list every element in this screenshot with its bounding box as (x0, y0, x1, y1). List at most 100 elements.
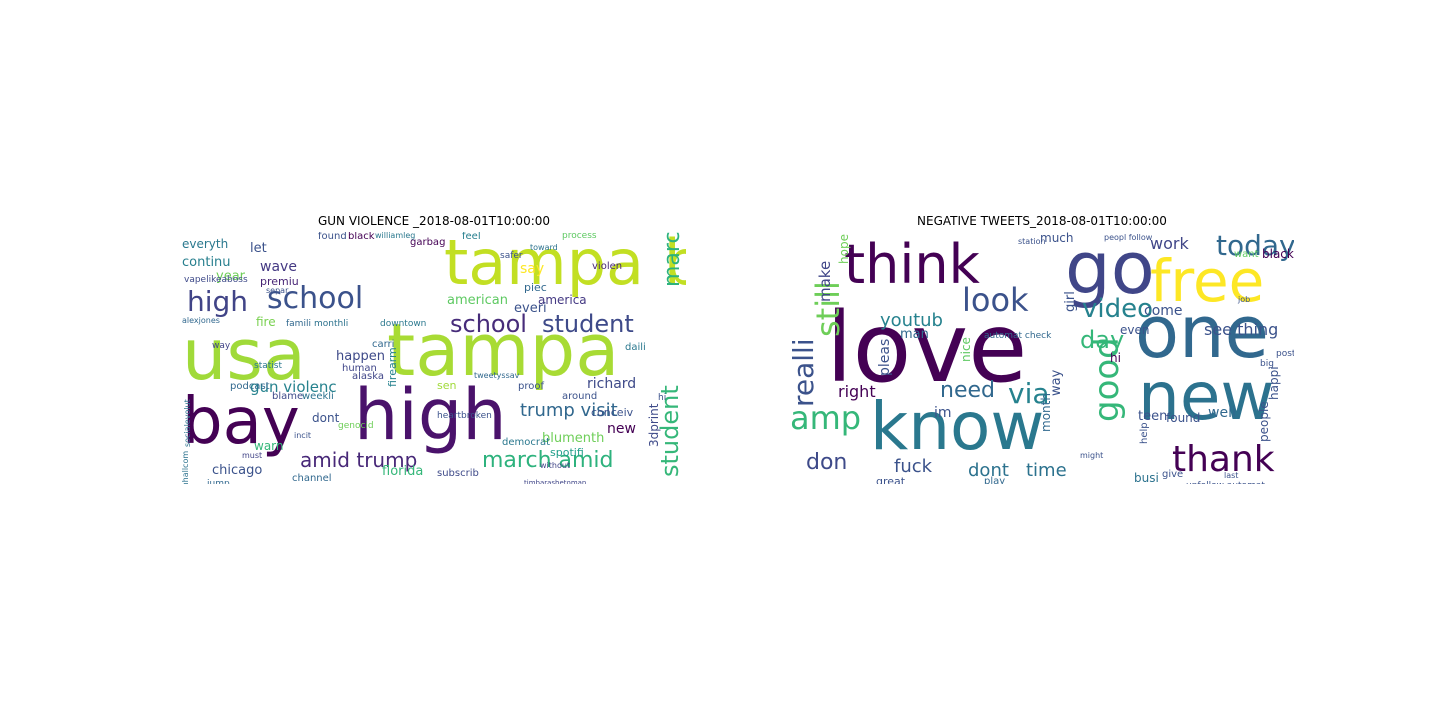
cloud-word: safer (500, 251, 523, 261)
cloud-word: nice (959, 337, 973, 362)
cloud-word: way (212, 341, 231, 351)
cloud-word: found (1166, 411, 1201, 425)
word-cloud-image: tampa bayusatampabayhighhighschoolschool… (182, 232, 686, 484)
cloud-word: high (354, 374, 507, 456)
cloud-word: big (1260, 359, 1274, 369)
cloud-word: daili (625, 342, 646, 353)
cloud-word: trump visit (520, 400, 618, 421)
word-cloud-image: love know new one go think free look today video g… (790, 232, 1294, 484)
cloud-word: new (1138, 358, 1275, 435)
cloud-word: piec (524, 281, 547, 294)
cloud-word: warn (254, 439, 284, 453)
cloud-word: girl (1063, 291, 1078, 312)
cloud-word: socialevolut (183, 399, 192, 447)
cloud-word: violen (592, 261, 623, 272)
cloud-word: tampa (387, 308, 620, 392)
cloud-word: student (542, 310, 634, 338)
cloud-word: america (538, 293, 587, 307)
wordcloud-panel-negative-tweets: NEGATIVE TWEETS_2018-08-01T10:00:00 love… (790, 214, 1294, 484)
cloud-word: amp (790, 399, 862, 437)
cloud-word: march amid (482, 448, 614, 473)
cloud-word: new (607, 421, 636, 437)
cloud-word: teen (1138, 409, 1168, 424)
cloud-word: last (1224, 471, 1239, 480)
cloud-word: timbarashetoman (524, 479, 587, 485)
cloud-word: year (216, 269, 246, 284)
cloud-word: im (934, 405, 952, 421)
cloud-word: post (1276, 349, 1294, 359)
cloud-word: podcast (230, 381, 270, 392)
cloud-word: black (1262, 247, 1294, 261)
cloud-word: bay (182, 385, 300, 459)
cloud-word: much (1040, 232, 1074, 245)
cloud-word: busi (1134, 471, 1159, 484)
cloud-word: let (250, 241, 267, 256)
cloud-word: right (838, 382, 876, 401)
cloud-word: toward (530, 243, 558, 252)
cloud-word: alaska (352, 371, 384, 382)
cloud-word: genocid (338, 421, 374, 431)
cloud-word: pleas (877, 338, 893, 376)
cloud-word: alexjones (182, 316, 220, 325)
cloud-word: youtub (880, 310, 943, 331)
cloud-word: spotifi (550, 446, 584, 459)
cloud-word: automat check (984, 331, 1052, 341)
cloud-word: feel (462, 232, 481, 242)
cloud-word: heartbroken (437, 411, 492, 421)
wordcloud-panel-gun-violence: GUN VIOLENCE _2018-08-01T10:00:00 tampa … (182, 214, 686, 484)
cloud-word: well (1208, 405, 1236, 421)
cloud-word: usa (182, 314, 306, 396)
cloud-word: amid trump (300, 448, 418, 472)
cloud-word: premiu (260, 275, 299, 288)
cloud-word: school (267, 281, 364, 316)
cloud-word: make (816, 260, 834, 302)
cloud-word: sen (437, 379, 457, 392)
cloud-word: channel (292, 473, 332, 484)
cloud-word: florida (382, 464, 424, 479)
cloud-word: peopl follow (1104, 233, 1153, 242)
cloud-word: democrat (502, 437, 551, 448)
cloud-word: conceiv (591, 406, 634, 419)
cloud-word: downtown (380, 319, 427, 329)
cloud-word: dont (968, 460, 1009, 481)
cloud-word: realli (790, 338, 820, 407)
panel-title: NEGATIVE TWEETS_2018-08-01T10:00:00 (917, 214, 1167, 228)
cloud-word: carri (372, 339, 395, 350)
cloud-word: need (940, 378, 995, 403)
cloud-word: love (826, 292, 1028, 404)
cloud-word: separ (266, 286, 289, 295)
cloud-word: monthli (314, 319, 349, 329)
cloud-word: human (342, 363, 377, 374)
cloud-word: black (348, 232, 375, 242)
cloud-word: hi (658, 393, 667, 403)
cloud-word: want (1234, 249, 1259, 260)
cloud-word: come (1144, 303, 1183, 319)
cloud-word: williamleg (375, 232, 416, 240)
cloud-word: jump (207, 479, 230, 485)
cloud-word: fire (256, 315, 276, 329)
cloud-word: found (318, 232, 347, 242)
cloud-word: fuck (894, 456, 933, 477)
cloud-word: high (187, 285, 249, 318)
cloud-word: hope (837, 234, 851, 264)
cloud-word: gun violenc (250, 378, 337, 396)
cloud-word: day (1080, 326, 1125, 354)
cloud-word: man (900, 327, 929, 342)
cloud-word: weekli (302, 391, 334, 402)
cloud-word: video (1082, 294, 1154, 324)
cloud-word: look (962, 281, 1029, 319)
cloud-word: firearm (386, 347, 399, 387)
cloud-word: proof (518, 381, 544, 392)
cloud-word: must (242, 451, 263, 460)
cloud-word: might (1080, 451, 1104, 460)
cloud-word: march (660, 232, 685, 287)
cloud-word: unfollow automat (1186, 482, 1265, 485)
cloud-word: know (870, 388, 1045, 465)
cloud-word: richard (587, 376, 637, 392)
cloud-word: station (1018, 237, 1046, 246)
cloud-word: continu (182, 255, 231, 270)
cloud-word: think (844, 233, 980, 296)
cloud-word: happen (336, 349, 385, 364)
cloud-word: give (1162, 469, 1184, 480)
cloud-word: garbag (410, 237, 446, 248)
